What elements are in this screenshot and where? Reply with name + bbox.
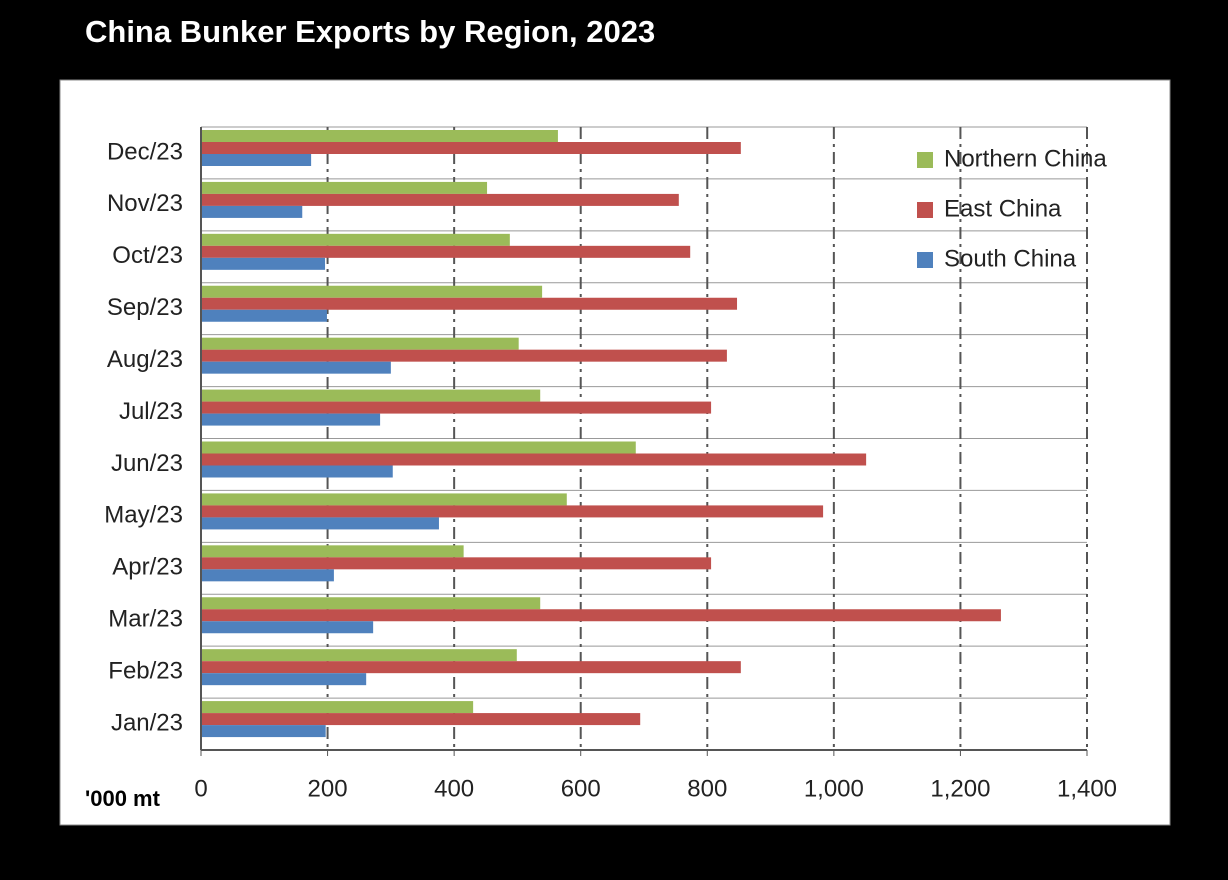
x-tick-label: 1,000 <box>804 775 864 802</box>
x-tick-label: 600 <box>561 775 601 802</box>
x-axis-label: '000 mt <box>85 786 161 811</box>
bar <box>201 517 439 530</box>
y-tick-label: Aug/23 <box>107 346 183 373</box>
bar <box>201 181 488 194</box>
bar <box>201 389 541 402</box>
y-tick-label: Mar/23 <box>108 606 183 633</box>
bar <box>201 621 374 634</box>
bar <box>201 609 1001 622</box>
bar <box>201 557 712 570</box>
bar <box>201 465 393 478</box>
legend-swatch <box>917 202 933 218</box>
y-tick-label: Jan/23 <box>111 709 183 736</box>
x-tick-label: 800 <box>687 775 727 802</box>
bar <box>201 453 867 466</box>
x-tick-label: 400 <box>434 775 474 802</box>
bar <box>201 401 712 414</box>
bar <box>201 205 303 218</box>
y-tick-label: Jun/23 <box>111 450 183 477</box>
legend-label: South China <box>944 245 1077 272</box>
bar <box>201 713 641 726</box>
bar <box>201 413 381 426</box>
legend-label: East China <box>944 195 1062 222</box>
y-tick-label: Dec/23 <box>107 138 183 165</box>
bar <box>201 597 541 610</box>
bar <box>201 130 558 142</box>
y-tick-label: Nov/23 <box>107 190 183 217</box>
bar <box>201 673 367 686</box>
bar <box>201 661 741 674</box>
bar <box>201 285 543 298</box>
bar <box>201 649 517 662</box>
y-tick-label: Oct/23 <box>112 242 183 269</box>
y-tick-label: Sep/23 <box>107 294 183 321</box>
bar <box>201 257 326 270</box>
legend-swatch <box>917 252 933 268</box>
bar <box>201 493 567 506</box>
bar <box>201 337 519 350</box>
bar <box>201 154 312 166</box>
chart-title: China Bunker Exports by Region, 2023 <box>85 14 655 49</box>
y-tick-label: Apr/23 <box>112 554 183 581</box>
bar <box>201 701 474 714</box>
x-tick-label: 0 <box>194 775 207 802</box>
bar <box>201 142 741 154</box>
bar <box>201 309 327 322</box>
x-tick-label: 1,200 <box>930 775 990 802</box>
y-tick-label: May/23 <box>104 502 183 529</box>
bar <box>201 245 691 258</box>
bar <box>201 569 334 582</box>
y-tick-label: Feb/23 <box>108 657 183 684</box>
bar <box>201 441 636 454</box>
bar <box>201 349 727 362</box>
legend-label: Northern China <box>944 145 1107 172</box>
bar <box>201 233 510 246</box>
bar <box>201 505 824 518</box>
bar <box>201 361 391 374</box>
bar <box>201 297 738 310</box>
bar <box>201 545 464 558</box>
bar <box>201 193 679 206</box>
y-tick-label: Jul/23 <box>119 398 183 425</box>
bar <box>201 725 326 738</box>
legend-swatch <box>917 152 933 168</box>
x-tick-label: 200 <box>308 775 348 802</box>
x-tick-label: 1,400 <box>1057 775 1117 802</box>
